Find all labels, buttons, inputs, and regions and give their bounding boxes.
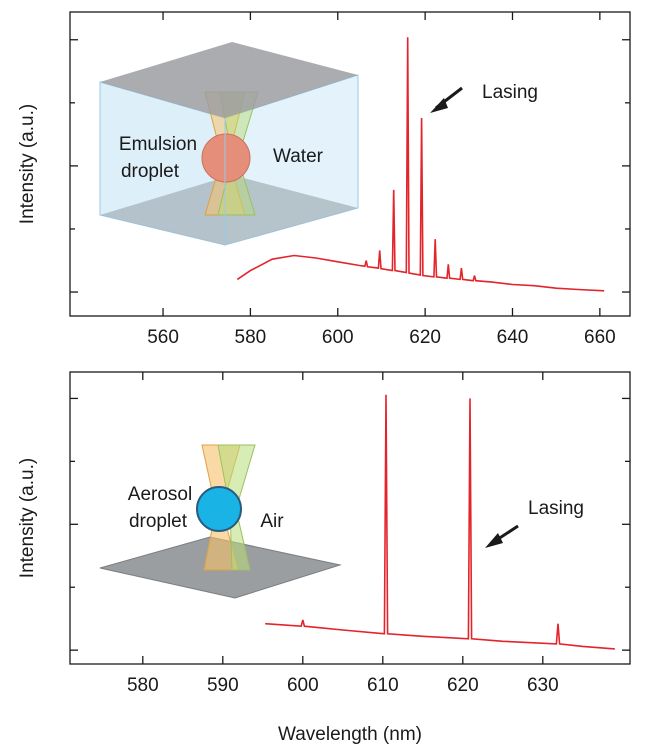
x-tick-label: 620 [447, 675, 479, 696]
x-tick-label: 590 [207, 675, 239, 696]
x-tick-label: 610 [367, 675, 399, 696]
annotation: Emulsion [119, 134, 197, 155]
y-axis-label: Intensity (a.u.) [17, 458, 38, 578]
annotation: Air [260, 511, 284, 532]
x-tick-label: 580 [127, 675, 159, 696]
x-tick-label: 640 [497, 327, 529, 348]
y-axis-label: Intensity (a.u.) [17, 104, 38, 224]
annotation: droplet [121, 161, 180, 182]
annotation: Water [273, 146, 324, 167]
plot-frame [69, 371, 631, 665]
spectrum-line [236, 37, 605, 292]
annotation: Lasing [482, 82, 538, 103]
annotation: Lasing [528, 498, 584, 519]
annotation: droplet [129, 511, 188, 532]
plot-frame [69, 11, 631, 317]
spectrum-line [265, 394, 615, 650]
annotation: Aerosol [128, 484, 192, 505]
x-tick-label: 660 [584, 327, 616, 348]
inset-top [99, 42, 463, 246]
x-tick-label: 600 [322, 327, 354, 348]
x-tick-label: 560 [147, 327, 179, 348]
inset-bottom [99, 444, 519, 599]
x-tick-label: 600 [287, 675, 319, 696]
x-tick-label: 630 [527, 675, 559, 696]
x-tick-label: 620 [409, 327, 441, 348]
x-tick-label: 580 [235, 327, 267, 348]
x-axis-label: Wavelength (nm) [278, 724, 422, 745]
